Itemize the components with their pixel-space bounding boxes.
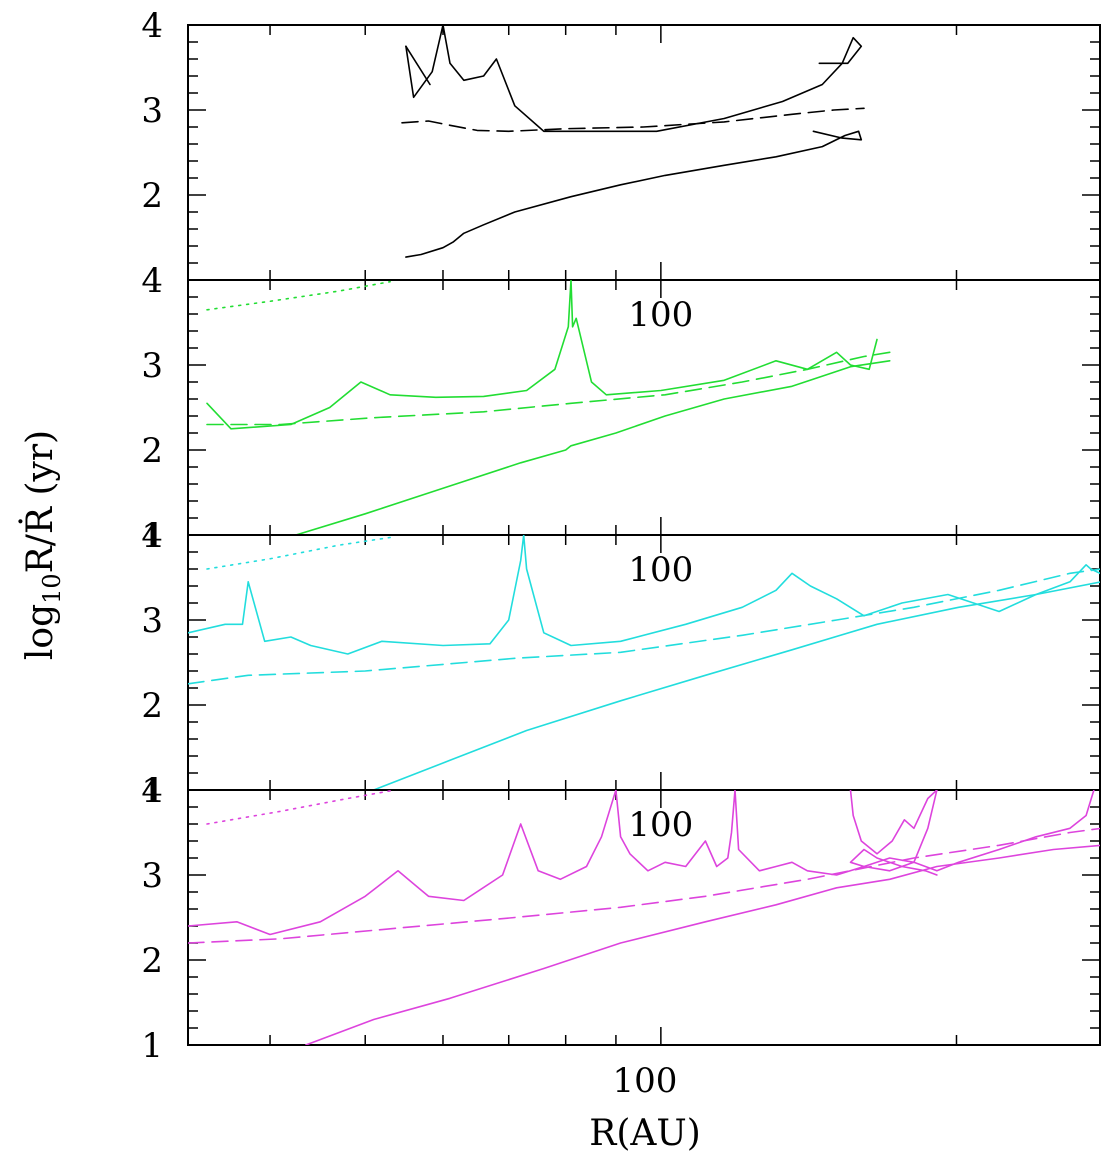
- series-loop-line: [849, 790, 938, 876]
- series-dotted-line: [206, 536, 391, 570]
- y-tick-label-4: 4: [141, 261, 163, 301]
- y-tick-label-1: 1: [141, 1026, 163, 1066]
- x-tick-label-100: 100: [628, 805, 693, 845]
- x-tick-label-100: 100: [628, 295, 693, 335]
- series-lower-line: [305, 844, 1100, 1045]
- series-lower-line: [372, 581, 1100, 790]
- panel-3: 1 2 3 4 100: [141, 516, 1101, 811]
- series-dashed-line: [401, 107, 865, 133]
- x-axis-title: R(AU): [589, 1113, 701, 1154]
- series-upper-line: [188, 535, 1100, 655]
- series-upper-line: [405, 25, 863, 133]
- svg-text:log10R/Ṙ (yr): log10R/Ṙ (yr): [19, 430, 66, 660]
- series-upper-diagonal-line: [405, 45, 431, 86]
- series-upper-line: [206, 280, 878, 430]
- series-dashed-line: [188, 827, 1100, 944]
- panel-3-series: [188, 535, 1100, 790]
- panel-4-series: [188, 790, 1100, 1045]
- series-dashed-line: [188, 568, 1100, 685]
- panel-1: 2 3 4: [141, 6, 1101, 281]
- ylabel-prefix: log: [20, 604, 61, 660]
- panel-1-frame: [187, 24, 1101, 281]
- y-tick-label-1: 1: [141, 771, 163, 811]
- y-axis-title: log10R/Ṙ (yr): [19, 430, 66, 660]
- panel-4-frame: [187, 789, 1101, 1046]
- y-tick-label-3: 3: [141, 856, 163, 896]
- series-dotted-line: [206, 280, 391, 311]
- y-tick-label-4: 4: [141, 6, 163, 46]
- y-tick-label-4: 4: [141, 771, 163, 811]
- x-tick-label-100: 100: [628, 550, 693, 590]
- x-axis-tick-label-100: 100: [613, 1061, 678, 1101]
- y-tick-label-2: 2: [141, 941, 163, 981]
- y-tick-label-1: 1: [141, 516, 163, 556]
- panel-1-series: [401, 25, 865, 258]
- ylabel-subscript: 10: [38, 573, 66, 604]
- series-dotted-line: [206, 790, 391, 825]
- series-upper-line: [188, 790, 1095, 936]
- panel-2: 1 2 3 4 100: [141, 261, 1101, 556]
- series-dashed-line: [206, 351, 891, 426]
- y-tick-label-3: 3: [141, 91, 163, 131]
- y-tick-label-2: 2: [141, 176, 163, 216]
- y-tick-label-4: 4: [141, 516, 163, 556]
- y-tick-label-3: 3: [141, 601, 163, 641]
- series-lower-line: [295, 360, 891, 535]
- ylabel-body: R/Ṙ (yr): [19, 430, 61, 573]
- y-tick-label-2: 2: [141, 686, 163, 726]
- panel-2-series: [206, 280, 891, 535]
- series-lower-line: [405, 130, 863, 258]
- panel-4: 1 2 3 4 100: [141, 771, 1101, 1066]
- y-tick-label-2: 2: [141, 431, 163, 471]
- y-tick-label-3: 3: [141, 346, 163, 386]
